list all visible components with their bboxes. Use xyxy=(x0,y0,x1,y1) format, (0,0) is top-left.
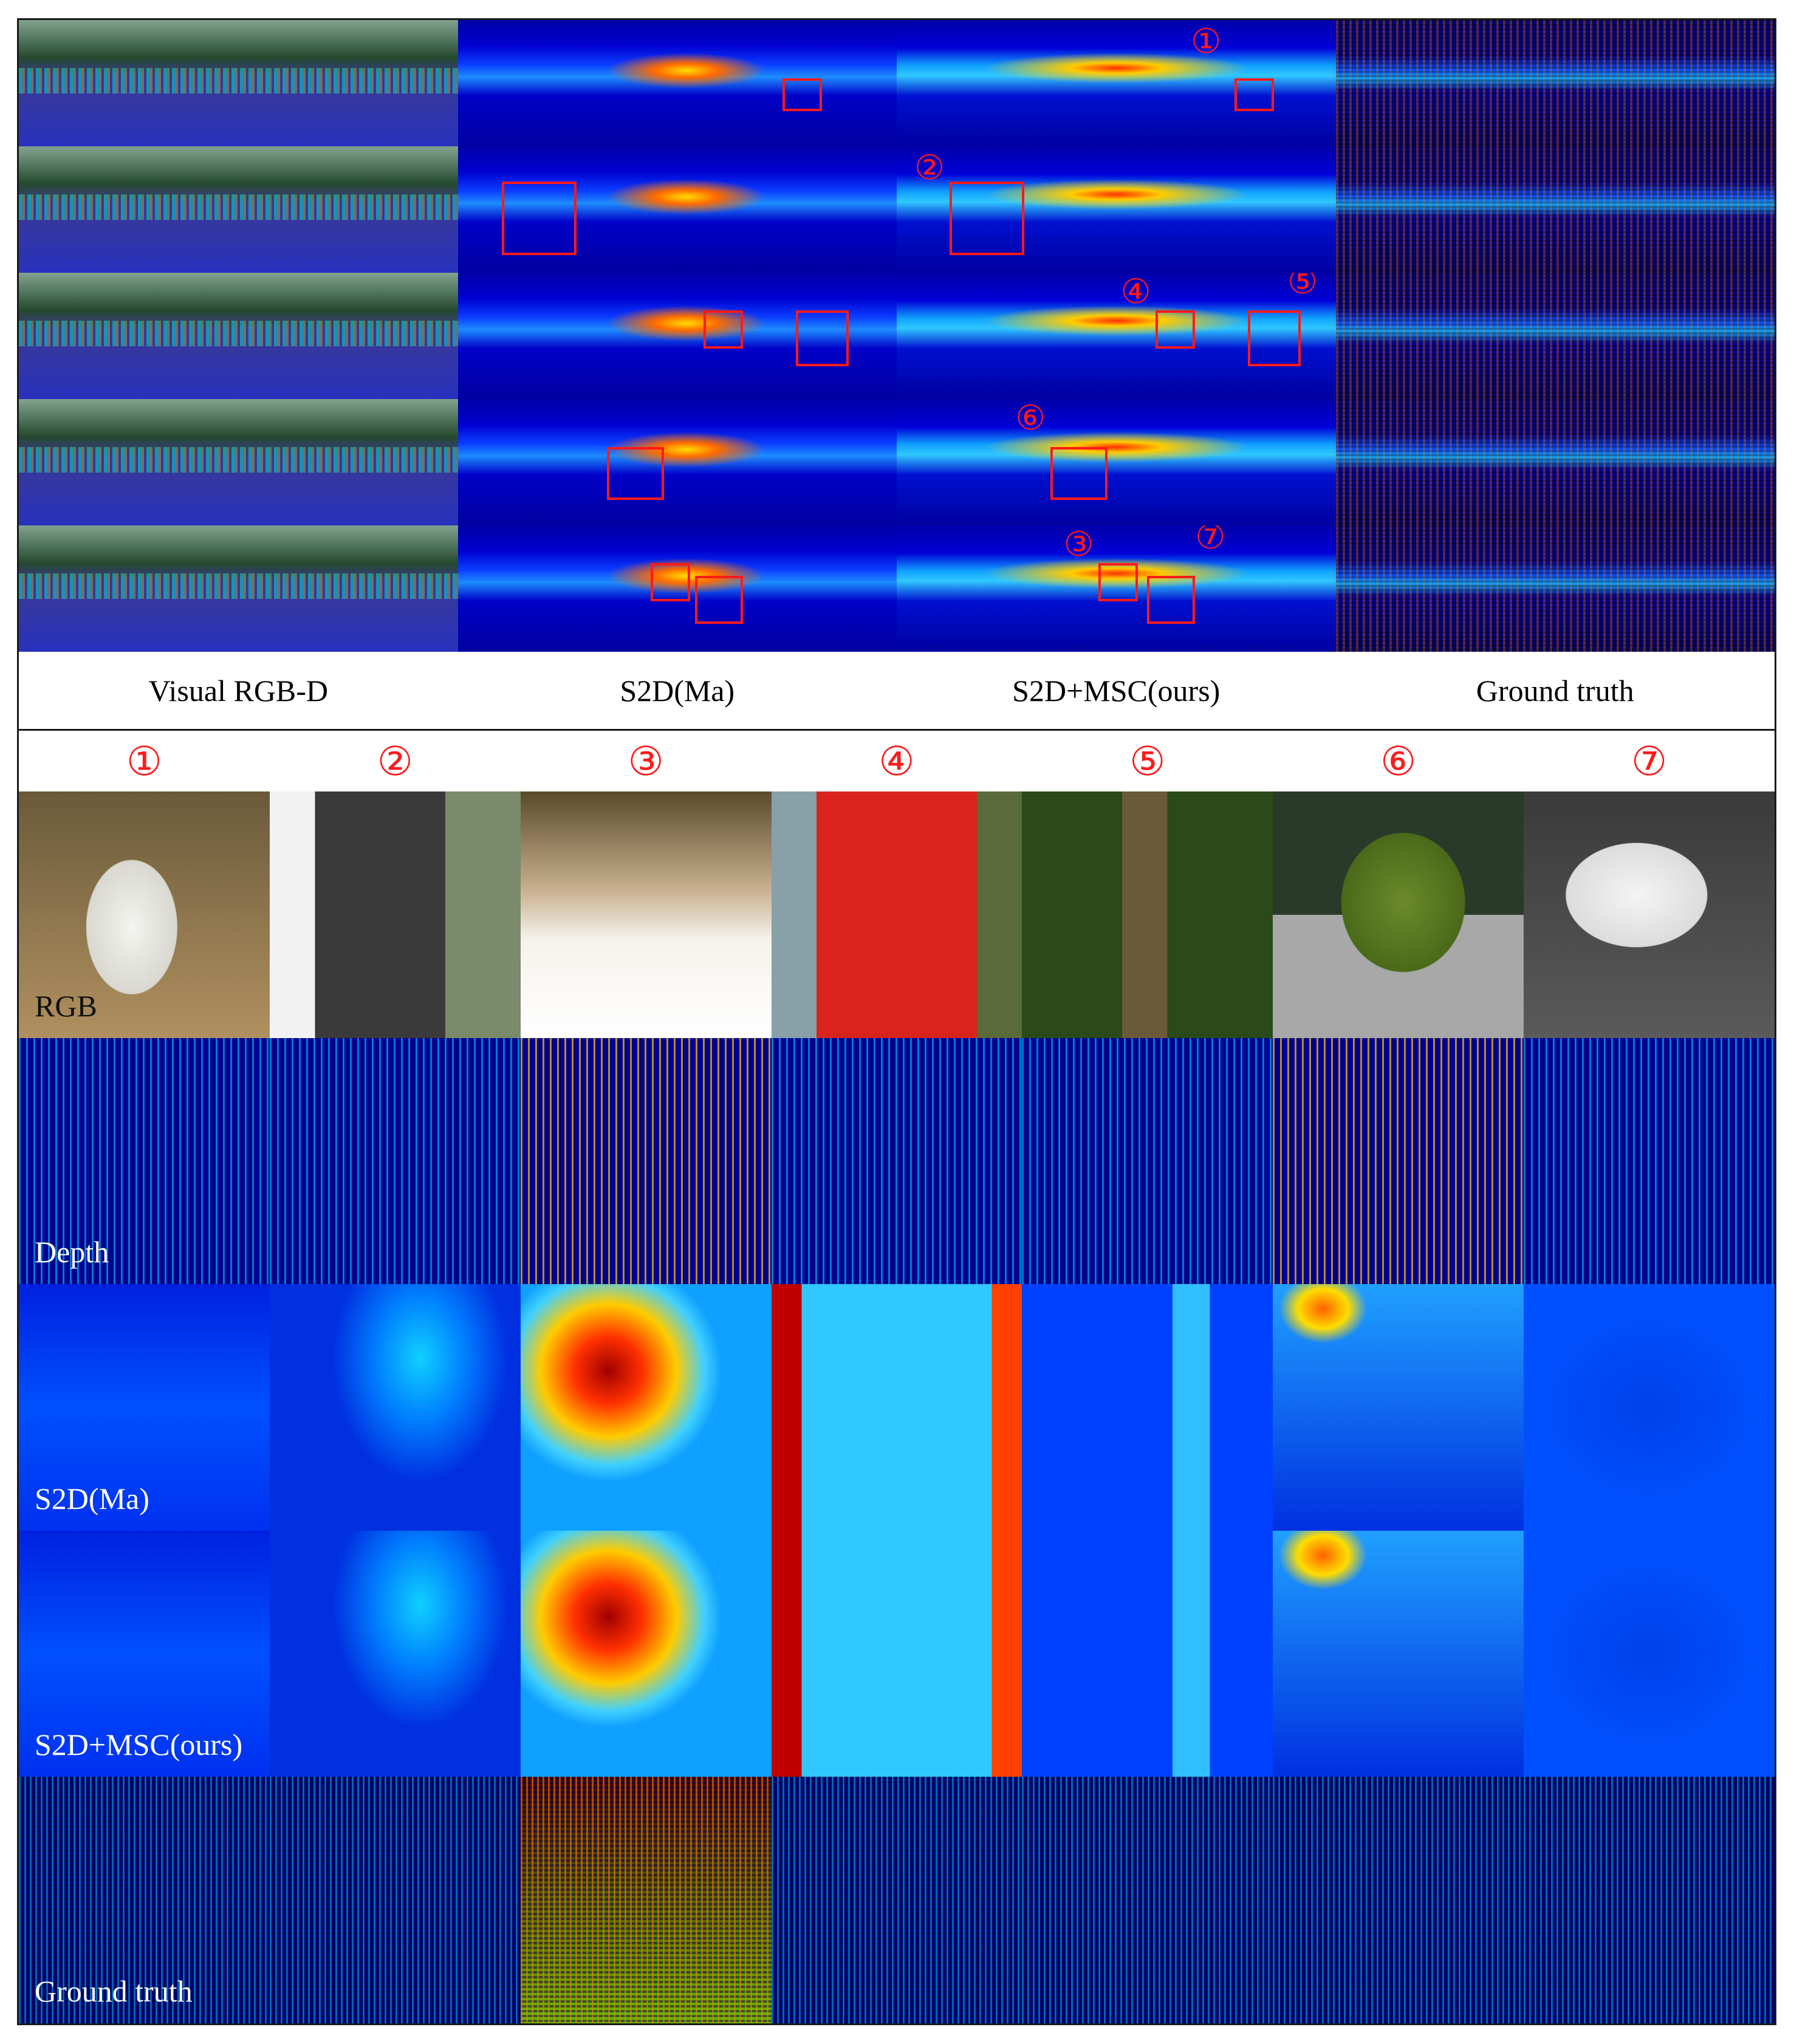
ground-truth-crop-1: Ground truth xyxy=(19,1777,270,2023)
ground-truth-crop-3 xyxy=(520,1777,772,2023)
row-label-s2d-msc: S2D+MSC(ours) xyxy=(35,1728,243,1762)
ground-truth-image-3 xyxy=(1335,273,1775,399)
depth-crop-7 xyxy=(1524,1037,1775,1285)
marker-3: ③ xyxy=(1063,525,1094,565)
marker-1: ① xyxy=(1191,22,1222,62)
s2d-msc-crop-5 xyxy=(1022,1530,1273,1777)
crop-number-3: ③ xyxy=(628,737,664,785)
depth-crop-5 xyxy=(1022,1037,1273,1285)
crop-number-4: ④ xyxy=(878,737,915,785)
caption-s2d-ma: S2D(Ma) xyxy=(620,673,735,708)
highlight-box xyxy=(704,310,744,349)
s2d-msc-crop-2 xyxy=(269,1530,521,1777)
ground-truth-crop-4 xyxy=(771,1777,1022,2023)
visual-rgbd-image-5 xyxy=(19,525,458,652)
s2d-msc-image-2: ② xyxy=(897,146,1336,273)
rgb-crop-5 xyxy=(1022,791,1273,1038)
rgb-crop-1: RGB xyxy=(19,791,270,1038)
s2d-msc-image-3: ④ ⑤ xyxy=(897,273,1336,399)
marker-6: ⑥ xyxy=(1015,399,1046,439)
row-label-rgb: RGB xyxy=(35,988,97,1023)
highlight-box xyxy=(1234,78,1275,111)
visual-rgbd-image-3 xyxy=(19,273,458,399)
highlight-box xyxy=(1098,563,1138,601)
highlight-box xyxy=(651,563,691,601)
depth-crop-4 xyxy=(771,1037,1022,1285)
highlight-box xyxy=(1146,576,1196,624)
ground-truth-crop-2 xyxy=(269,1777,521,2023)
s2d-msc-image-1: ① xyxy=(897,20,1336,146)
highlight-box xyxy=(1155,310,1196,349)
s2d-ma-crop-4 xyxy=(771,1284,1022,1531)
highlight-box xyxy=(1248,310,1301,366)
marker-4: ④ xyxy=(1120,273,1151,312)
highlight-box xyxy=(607,447,665,501)
s2d-ma-crop-6 xyxy=(1273,1284,1524,1531)
crop-number-5: ⑤ xyxy=(1129,737,1166,785)
row-label-depth: Depth xyxy=(35,1235,109,1270)
crop-number-7: ⑦ xyxy=(1631,737,1668,785)
marker-7: ⑦ xyxy=(1195,525,1226,557)
marker-5: ⑤ xyxy=(1287,273,1318,302)
s2d-ma-image-3 xyxy=(457,273,897,399)
s2d-ma-image-4 xyxy=(457,399,897,525)
ground-truth-image-5 xyxy=(1335,525,1775,652)
rgb-crop-7 xyxy=(1524,791,1775,1038)
row-label-ground-truth: Ground truth xyxy=(35,1974,193,2008)
highlight-box xyxy=(782,78,823,111)
s2d-msc-crop-6 xyxy=(1273,1530,1524,1777)
crop-number-2: ② xyxy=(377,737,413,785)
highlight-box xyxy=(949,182,1024,255)
s2d-ma-image-5 xyxy=(457,525,897,652)
figure: ① ② ④ ⑤ ⑥ xyxy=(17,18,1776,2025)
bottom-crop-grid: RGB Depth S2D(Ma) S2D+MSC(ours) xyxy=(19,791,1775,2023)
top-column-captions: Visual RGB-D S2D(Ma) S2D+MSC(ours) Groun… xyxy=(19,652,1775,731)
s2d-msc-image-4: ⑥ xyxy=(897,399,1336,525)
depth-crop-6 xyxy=(1273,1037,1524,1285)
highlight-box xyxy=(795,310,849,366)
visual-rgbd-image-1 xyxy=(19,20,458,146)
highlight-box xyxy=(501,182,577,255)
s2d-ma-crop-7 xyxy=(1524,1284,1775,1531)
ground-truth-image-2 xyxy=(1335,146,1775,273)
s2d-msc-image-5: ③ ⑦ xyxy=(897,525,1336,652)
depth-crop-3 xyxy=(520,1037,772,1285)
row-label-s2d-ma: S2D(Ma) xyxy=(35,1481,149,1516)
ground-truth-image-4 xyxy=(1335,399,1775,525)
ground-truth-crop-6 xyxy=(1273,1777,1524,2023)
ground-truth-image-1 xyxy=(1335,20,1775,146)
crop-number-6: ⑥ xyxy=(1380,737,1417,785)
highlight-box xyxy=(1050,447,1108,501)
depth-crop-1: Depth xyxy=(19,1037,270,1285)
rgb-crop-4 xyxy=(771,791,1022,1038)
s2d-msc-crop-4 xyxy=(771,1530,1022,1777)
caption-s2d-msc: S2D+MSC(ours) xyxy=(1012,673,1221,708)
s2d-ma-crop-5 xyxy=(1022,1284,1273,1531)
rgb-crop-3 xyxy=(520,791,772,1038)
s2d-msc-crop-3 xyxy=(520,1530,772,1777)
s2d-ma-image-2 xyxy=(457,146,897,273)
rgb-crop-6 xyxy=(1273,791,1524,1038)
s2d-msc-crop-1: S2D+MSC(ours) xyxy=(19,1530,270,1777)
s2d-ma-crop-2 xyxy=(269,1284,521,1531)
crop-number-1: ① xyxy=(126,737,162,785)
visual-rgbd-image-2 xyxy=(19,146,458,273)
s2d-ma-crop-3 xyxy=(520,1284,772,1531)
ground-truth-crop-7 xyxy=(1524,1777,1775,2023)
crop-number-row: ① ② ③ ④ ⑤ ⑥ ⑦ xyxy=(19,731,1775,791)
ground-truth-crop-5 xyxy=(1022,1777,1273,2023)
top-image-grid: ① ② ④ ⑤ ⑥ xyxy=(19,20,1775,652)
caption-ground-truth: Ground truth xyxy=(1476,673,1634,708)
caption-visual-rgbd: Visual RGB-D xyxy=(148,673,329,708)
s2d-ma-image-1 xyxy=(457,20,897,146)
s2d-ma-crop-1: S2D(Ma) xyxy=(19,1284,270,1531)
visual-rgbd-image-4 xyxy=(19,399,458,525)
marker-2: ② xyxy=(914,148,945,188)
rgb-crop-2 xyxy=(269,791,521,1038)
depth-crop-2 xyxy=(269,1037,521,1285)
s2d-msc-crop-7 xyxy=(1524,1530,1775,1777)
highlight-box xyxy=(694,576,744,624)
